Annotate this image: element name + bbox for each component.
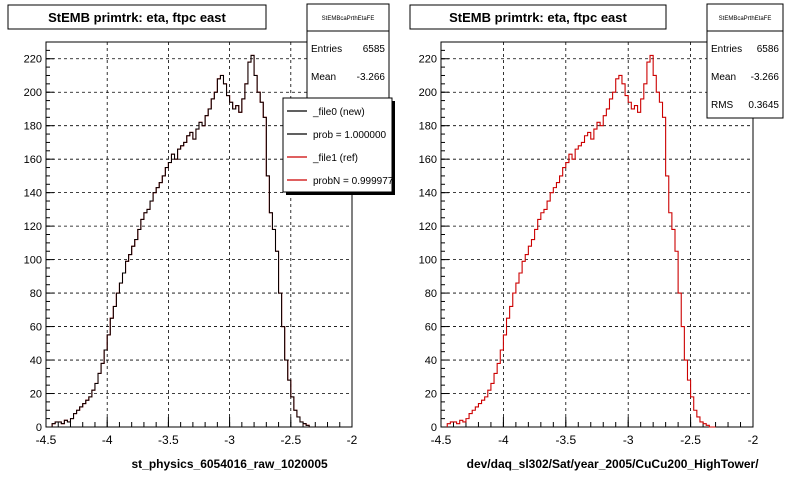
y-tick-label: 20 [30, 389, 42, 401]
histogram-panel-1: 0 20 40 60 80 100 120 140 160 180 200 220 -4.5 -4 -3.5… [7, 3, 395, 471]
y-tick-label: 60 [425, 322, 437, 334]
x-axis-label: dev/daq_sl302/Sat/year_2005/CuCu200_High… [467, 457, 760, 471]
y-tick-label: 80 [425, 288, 437, 300]
x-axis-label: st_physics_6054016_raw_1020005 [132, 457, 328, 471]
legend-label: prob = 1.000000 [313, 130, 387, 141]
y-tick-label: 0 [36, 422, 42, 434]
y-tick-label: 200 [24, 87, 42, 99]
plot-frame [440, 41, 754, 428]
stats-label: RMS [711, 100, 734, 111]
x-tick-label: -4 [102, 433, 113, 447]
title-box [409, 4, 667, 30]
x-tick-label: -4.5 [36, 433, 57, 447]
stats-name: StEMBcaPrthEtaFE [719, 16, 772, 22]
y-tick-label: 100 [24, 255, 42, 267]
y-tick-label: 180 [419, 121, 437, 133]
series-black-step [51, 54, 316, 428]
x-tick-label: -3 [224, 433, 235, 447]
legend-box [282, 97, 393, 193]
histogram-panel-2: 0 20 40 60 80 100 120 140 160 180 200 220 -4.5 -4 -3.5… [409, 3, 784, 471]
y-tick-label: 80 [30, 288, 42, 300]
x-tick-label: -4.5 [431, 433, 452, 447]
series-red-step [446, 54, 716, 428]
stats-value: 0.3645 [748, 100, 779, 111]
legend-label: _file0 (new) [312, 107, 365, 118]
y-tick-label: 100 [419, 255, 437, 267]
stats-value: 6586 [757, 44, 780, 55]
y-tick-label: 180 [24, 121, 42, 133]
y-tick-label: 220 [419, 54, 437, 66]
x-tick-label: -2.5 [280, 433, 301, 447]
stats-box [706, 3, 784, 119]
y-tick-label: 160 [24, 154, 42, 166]
chart-title: StEMB primtrk: eta, ftpc east [449, 10, 627, 25]
x-tick-label: -2.5 [680, 433, 701, 447]
chart-title: StEMB primtrk: eta, ftpc east [48, 10, 226, 25]
stats-value: -3.266 [357, 72, 386, 83]
x-tick-label: -2 [347, 433, 358, 447]
y-tick-label: 120 [419, 221, 437, 233]
y-tick-label: 40 [425, 355, 437, 367]
x-tick-label: -4 [498, 433, 509, 447]
y-tick-label: 140 [419, 188, 437, 200]
x-tick-label: -2 [748, 433, 759, 447]
y-tick-label: 0 [431, 422, 437, 434]
stats-label: Mean [711, 72, 736, 83]
x-tick-label: -3 [623, 433, 634, 447]
stats-label: Entries [711, 44, 742, 55]
y-tick-label: 60 [30, 322, 42, 334]
legend-label: probN = 0.999977 [313, 176, 394, 187]
title-box [7, 4, 267, 30]
y-tick-label: 120 [24, 221, 42, 233]
x-tick-label: -3.5 [555, 433, 576, 447]
stats-label: Mean [311, 72, 336, 83]
y-tick-label: 220 [24, 54, 42, 66]
y-tick-label: 40 [30, 355, 42, 367]
y-tick-label: 20 [425, 389, 437, 401]
y-tick-label: 160 [419, 154, 437, 166]
y-tick-label: 200 [419, 87, 437, 99]
stats-label: Entries [311, 44, 342, 55]
stats-box [306, 3, 390, 101]
stats-value: -3.266 [751, 72, 780, 83]
y-tick-label: 140 [24, 188, 42, 200]
x-tick-label: -3.5 [158, 433, 179, 447]
stats-value: 6585 [363, 44, 386, 55]
legend-label: _file1 (ref) [312, 153, 358, 164]
stats-name: StEMBcaPrthEtaFE [322, 16, 375, 22]
